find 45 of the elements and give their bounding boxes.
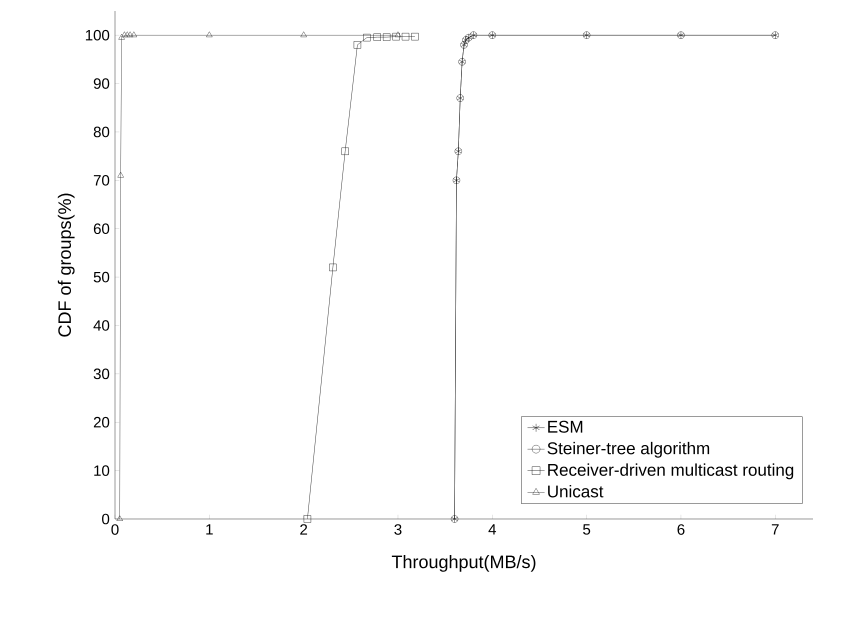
y-tick-label: 60 [94, 223, 110, 234]
x-tick-label: 0 [111, 524, 119, 535]
point [304, 515, 312, 523]
point [116, 515, 123, 521]
point [411, 32, 419, 40]
x-tick-label: 3 [394, 524, 402, 535]
y-tick-label: 40 [93, 320, 110, 331]
y-tick-label: 10 [94, 465, 110, 476]
point [382, 33, 390, 41]
legend-label: Steiner-tree algorithm [548, 442, 710, 458]
point [300, 31, 307, 38]
y-tick-label: 70 [94, 175, 110, 186]
point [121, 31, 128, 38]
legend-label: Unicast [548, 485, 604, 498]
point [341, 148, 349, 156]
x-tick-label: 7 [772, 524, 779, 535]
x-tick-label: 1 [206, 524, 213, 535]
point [126, 31, 134, 38]
y-tick-label: 100 [86, 30, 110, 40]
x-tick-label: 6 [678, 524, 684, 535]
x-tick-label: 2 [300, 524, 308, 535]
point [130, 31, 138, 38]
y-tick-label: 50 [94, 272, 110, 282]
x-axis-title: Throughput(MB/s) [392, 555, 536, 572]
point [118, 34, 125, 40]
point [392, 32, 400, 40]
point [402, 32, 410, 40]
y-axis-title: CDF of groups(%) [58, 194, 75, 337]
legend-label: Receiver-driven multicast routing [548, 463, 794, 480]
legend-label: ESM [548, 420, 582, 433]
point [374, 33, 381, 41]
point [363, 34, 371, 42]
x-tick-label: 4 [488, 524, 496, 535]
point [124, 31, 130, 38]
point [206, 31, 213, 38]
y-tick-label: 0 [102, 514, 110, 524]
y-tick-label: 20 [94, 416, 110, 428]
y-tick-label: 80 [94, 126, 110, 138]
y-tick-label: 90 [94, 78, 110, 89]
y-tick-label: 30 [94, 368, 110, 380]
point [354, 41, 362, 49]
point [329, 264, 337, 272]
point [394, 31, 402, 38]
point [117, 172, 124, 178]
x-tick-label: 5 [583, 524, 590, 535]
